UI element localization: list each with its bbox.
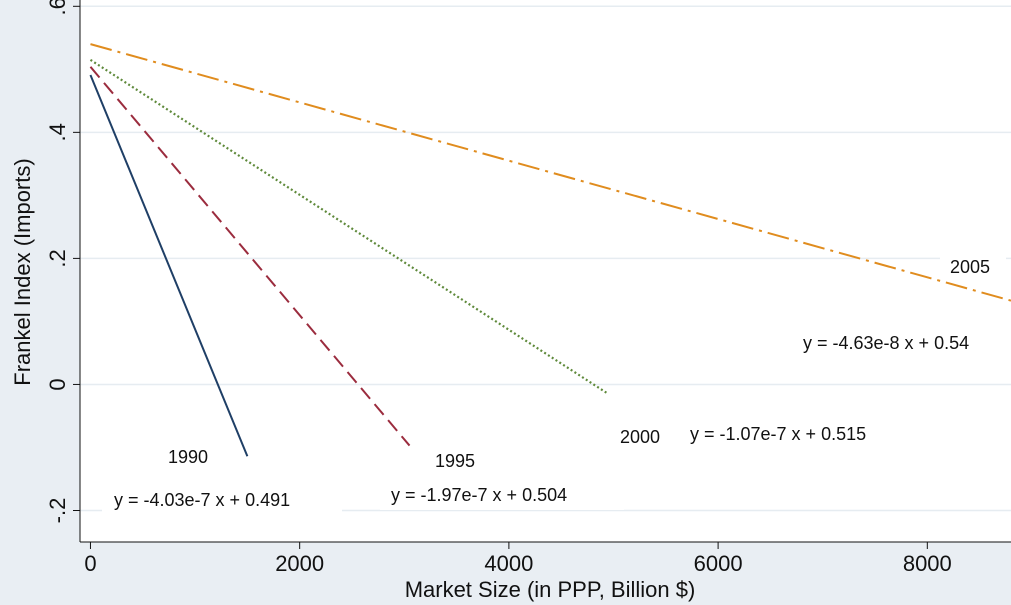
label-bg-2005: [940, 252, 1006, 278]
equation-2000: y = -1.07e-7 x + 0.515: [690, 424, 866, 444]
y-tick-label-0: -.2: [45, 498, 70, 524]
x-tick-label-4: 8000: [903, 551, 952, 576]
y-axis-title: Frankel Index (Imports): [10, 158, 35, 385]
eq-bg-2000: [684, 418, 916, 448]
x-tick-label-2: 4000: [484, 551, 533, 576]
y-tick-label-4: .6: [45, 0, 70, 15]
plot-area: [80, 0, 1011, 542]
x-tick-label-3: 6000: [694, 551, 743, 576]
series-line-2005: [90, 43, 1011, 302]
x-tick-label-1: 2000: [275, 551, 324, 576]
series-label-1990: 1990: [168, 447, 208, 467]
label-bg-1990: [158, 442, 228, 468]
series-label-1995: 1995: [435, 451, 475, 471]
x-axis-title: Market Size (in PPP, Billion $): [405, 577, 696, 602]
y-tick-label-3: .4: [45, 123, 70, 141]
eq-bg-1995: [380, 480, 624, 510]
series-label-2000: 2000: [620, 427, 660, 447]
axes: [79, 0, 1011, 543]
label-bg-1995: [425, 446, 495, 472]
series-labels: 1990 y = -4.03e-7 x + 0.491 1995 y = -1.…: [102, 252, 1007, 515]
y-tick-label-1: 0: [45, 378, 70, 390]
y-ticks: -.2 0 .2 .4 .6: [45, 0, 80, 523]
series-line-2000: [89, 58, 609, 395]
label-bg-2000: [610, 422, 684, 448]
equation-1990: y = -4.03e-7 x + 0.491: [114, 490, 290, 510]
series-line-1995: [89, 66, 411, 447]
equation-2005: y = -4.63e-8 x + 0.54: [803, 333, 969, 353]
equation-1995: y = -1.97e-7 x + 0.504: [391, 485, 567, 505]
eq-bg-1990: [102, 485, 342, 515]
series-line-1990: [89, 74, 249, 457]
eq-bg-2005: [795, 328, 1007, 358]
y-tick-label-2: .2: [45, 249, 70, 267]
series-label-2005: 2005: [950, 257, 990, 277]
x-ticks: 0 2000 4000 6000 8000: [84, 542, 952, 576]
series-lines: [89, 43, 1011, 457]
x-tick-label-0: 0: [84, 551, 96, 576]
